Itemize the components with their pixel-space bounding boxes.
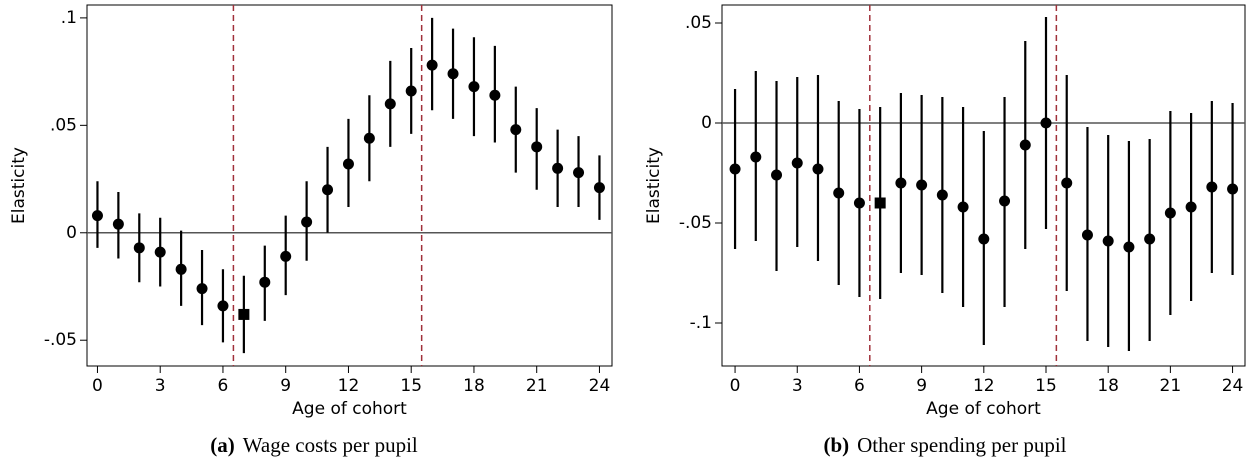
point-square [874,197,886,209]
point [342,158,354,170]
x-tick-label: 18 [1097,376,1119,396]
point [531,141,543,153]
point [812,163,824,175]
point [1040,117,1052,129]
point [1019,139,1031,151]
point [957,201,969,213]
x-axis-title: Age of cohort [926,399,1041,419]
point [895,177,907,189]
point [573,167,585,179]
point [750,151,762,163]
x-tick-label: 6 [218,376,229,396]
point [91,210,103,222]
point [1227,183,1239,195]
point [833,187,845,199]
x-tick-label: 18 [463,376,485,396]
caption-text: Other spending per pupil [857,433,1067,457]
x-tick-label: 12 [338,376,360,396]
x-tick-label: 24 [589,376,611,396]
point [1206,181,1218,193]
x-tick-label: 15 [400,376,422,396]
y-axis-title: Elasticity [644,147,664,224]
point [112,218,124,230]
x-tick-label: 12 [973,376,995,396]
point [1061,177,1073,189]
point [1164,207,1176,219]
y-tick-label: .1 [61,8,77,28]
caption-label: (a) [210,433,235,457]
x-tick-label: 9 [280,376,291,396]
caption: (a) Wage costs per pupil [210,433,418,457]
point [280,250,292,262]
point [259,276,271,288]
x-tick-label: 21 [1160,376,1182,396]
point [405,85,417,97]
point [978,233,990,245]
y-tick-label: .05 [50,115,77,135]
x-tick-label: 9 [916,376,927,396]
point [133,242,145,254]
x-tick-label: 3 [792,376,803,396]
x-tick-label: 24 [1222,376,1244,396]
caption-label: (b) [823,433,849,457]
plot-frame [86,4,613,367]
point [853,197,865,209]
caption-text: Wage costs per pupil [243,433,418,457]
point [771,169,783,181]
point [510,124,522,136]
point [447,68,459,80]
point [426,59,438,71]
x-tick-label: 0 [92,376,103,396]
y-axis-title: Elasticity [9,147,29,224]
point [384,98,396,110]
x-tick-label: 15 [1035,376,1057,396]
point [999,195,1011,207]
point [791,157,803,169]
point [1081,229,1093,241]
point [301,216,313,228]
point-square [238,308,250,320]
caption: (b) Other spending per pupil [823,433,1066,457]
point [593,182,605,194]
x-tick-label: 21 [526,376,548,396]
point [489,89,501,101]
point [1102,235,1114,247]
x-axis-title: Age of cohort [292,399,407,419]
y-tick-label: -.1 [690,313,712,333]
x-tick-label: 0 [730,376,741,396]
y-tick-label: .05 [685,13,712,33]
point [468,81,480,93]
point [217,300,229,312]
point [322,184,334,196]
y-tick-label: -.05 [679,213,712,233]
point [1123,241,1135,253]
point [154,246,166,258]
point [916,179,928,191]
point [729,163,741,175]
point [175,263,187,275]
y-tick-label: 0 [66,223,77,243]
x-tick-label: 3 [155,376,166,396]
point [1185,201,1197,213]
y-tick-label: 0 [701,113,712,133]
point [363,132,375,144]
point [1144,233,1156,245]
point [936,189,948,201]
y-tick-label: -.05 [44,330,77,350]
point [552,162,564,174]
x-tick-label: 6 [854,376,865,396]
point [196,283,208,295]
